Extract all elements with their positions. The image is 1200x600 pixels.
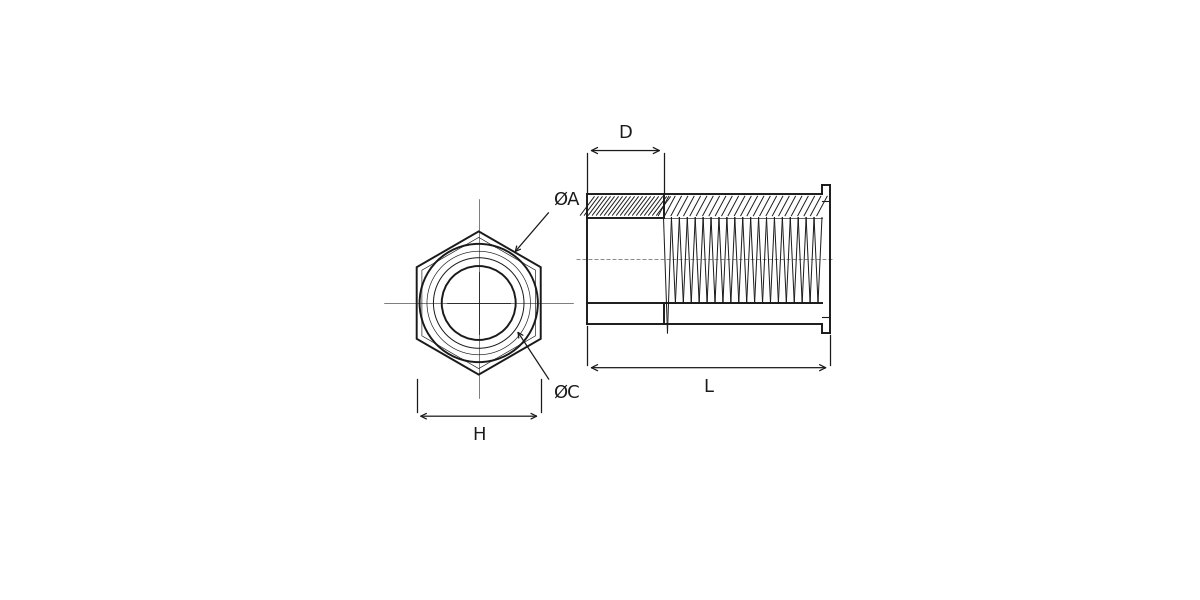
Text: H: H <box>472 427 486 445</box>
Text: ØC: ØC <box>553 384 580 402</box>
Text: L: L <box>703 378 714 396</box>
Text: D: D <box>618 124 632 142</box>
Text: ØA: ØA <box>553 190 580 208</box>
